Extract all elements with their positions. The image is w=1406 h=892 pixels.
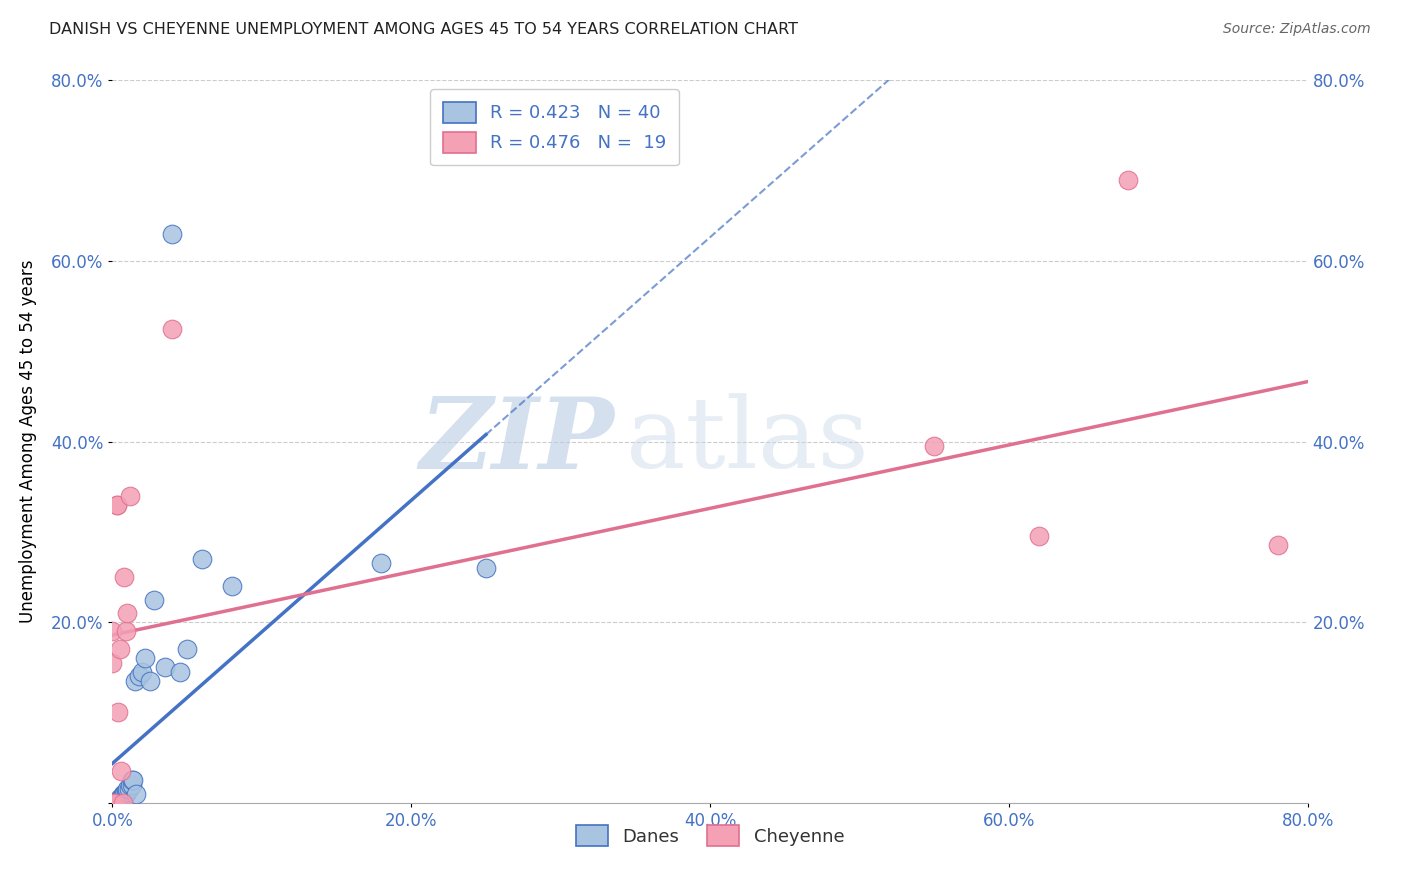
Point [110,791,132,805]
Point [134,651,156,665]
Point [118,782,141,797]
Point [107,796,129,810]
Point [121,778,143,792]
Point [117,606,139,620]
Point [105,498,128,512]
Legend: Danes, Cheyenne: Danes, Cheyenne [564,813,856,859]
Point [370,557,392,571]
Y-axis label: Unemployment Among Ages 45 to 54 years: Unemployment Among Ages 45 to 54 years [20,260,37,624]
Point [111,787,134,801]
Point [139,673,162,688]
Point [101,796,124,810]
Point [221,579,243,593]
Point [101,624,124,639]
Point [125,787,148,801]
Point [110,764,132,779]
Point [162,227,183,241]
Point [1028,529,1050,543]
Point [105,498,128,512]
Point [104,796,127,810]
Point [110,791,132,805]
Point [475,561,498,575]
Point [105,796,128,810]
Point [117,785,139,799]
Point [107,706,129,720]
Text: ZIP: ZIP [419,393,614,490]
Point [107,796,129,810]
Point [114,570,135,584]
Point [124,673,146,688]
Point [115,624,138,639]
Point [114,787,135,801]
Point [120,778,142,792]
Point [108,642,131,657]
Point [122,773,145,788]
Point [153,660,176,674]
Point [1267,538,1289,552]
Point [105,796,128,810]
Text: atlas: atlas [627,393,869,490]
Point [176,642,198,657]
Point [108,796,131,810]
Point [143,592,166,607]
Point [101,656,124,670]
Point [121,773,143,788]
Text: DANISH VS CHEYENNE UNEMPLOYMENT AMONG AGES 45 TO 54 YEARS CORRELATION CHART: DANISH VS CHEYENNE UNEMPLOYMENT AMONG AG… [49,22,799,37]
Point [922,439,945,453]
Point [115,785,138,799]
Point [111,791,134,805]
Point [111,796,134,810]
Point [104,796,127,810]
Point [128,669,150,683]
Point [191,552,214,566]
Point [120,489,142,503]
Point [114,787,135,801]
Point [115,787,138,801]
Point [104,796,127,810]
Point [101,796,124,810]
Point [169,665,191,679]
Point [1118,172,1140,186]
Point [131,665,153,679]
Point [108,791,131,805]
Point [117,782,139,797]
Text: Source: ZipAtlas.com: Source: ZipAtlas.com [1223,22,1371,37]
Point [108,791,131,805]
Point [162,321,183,335]
